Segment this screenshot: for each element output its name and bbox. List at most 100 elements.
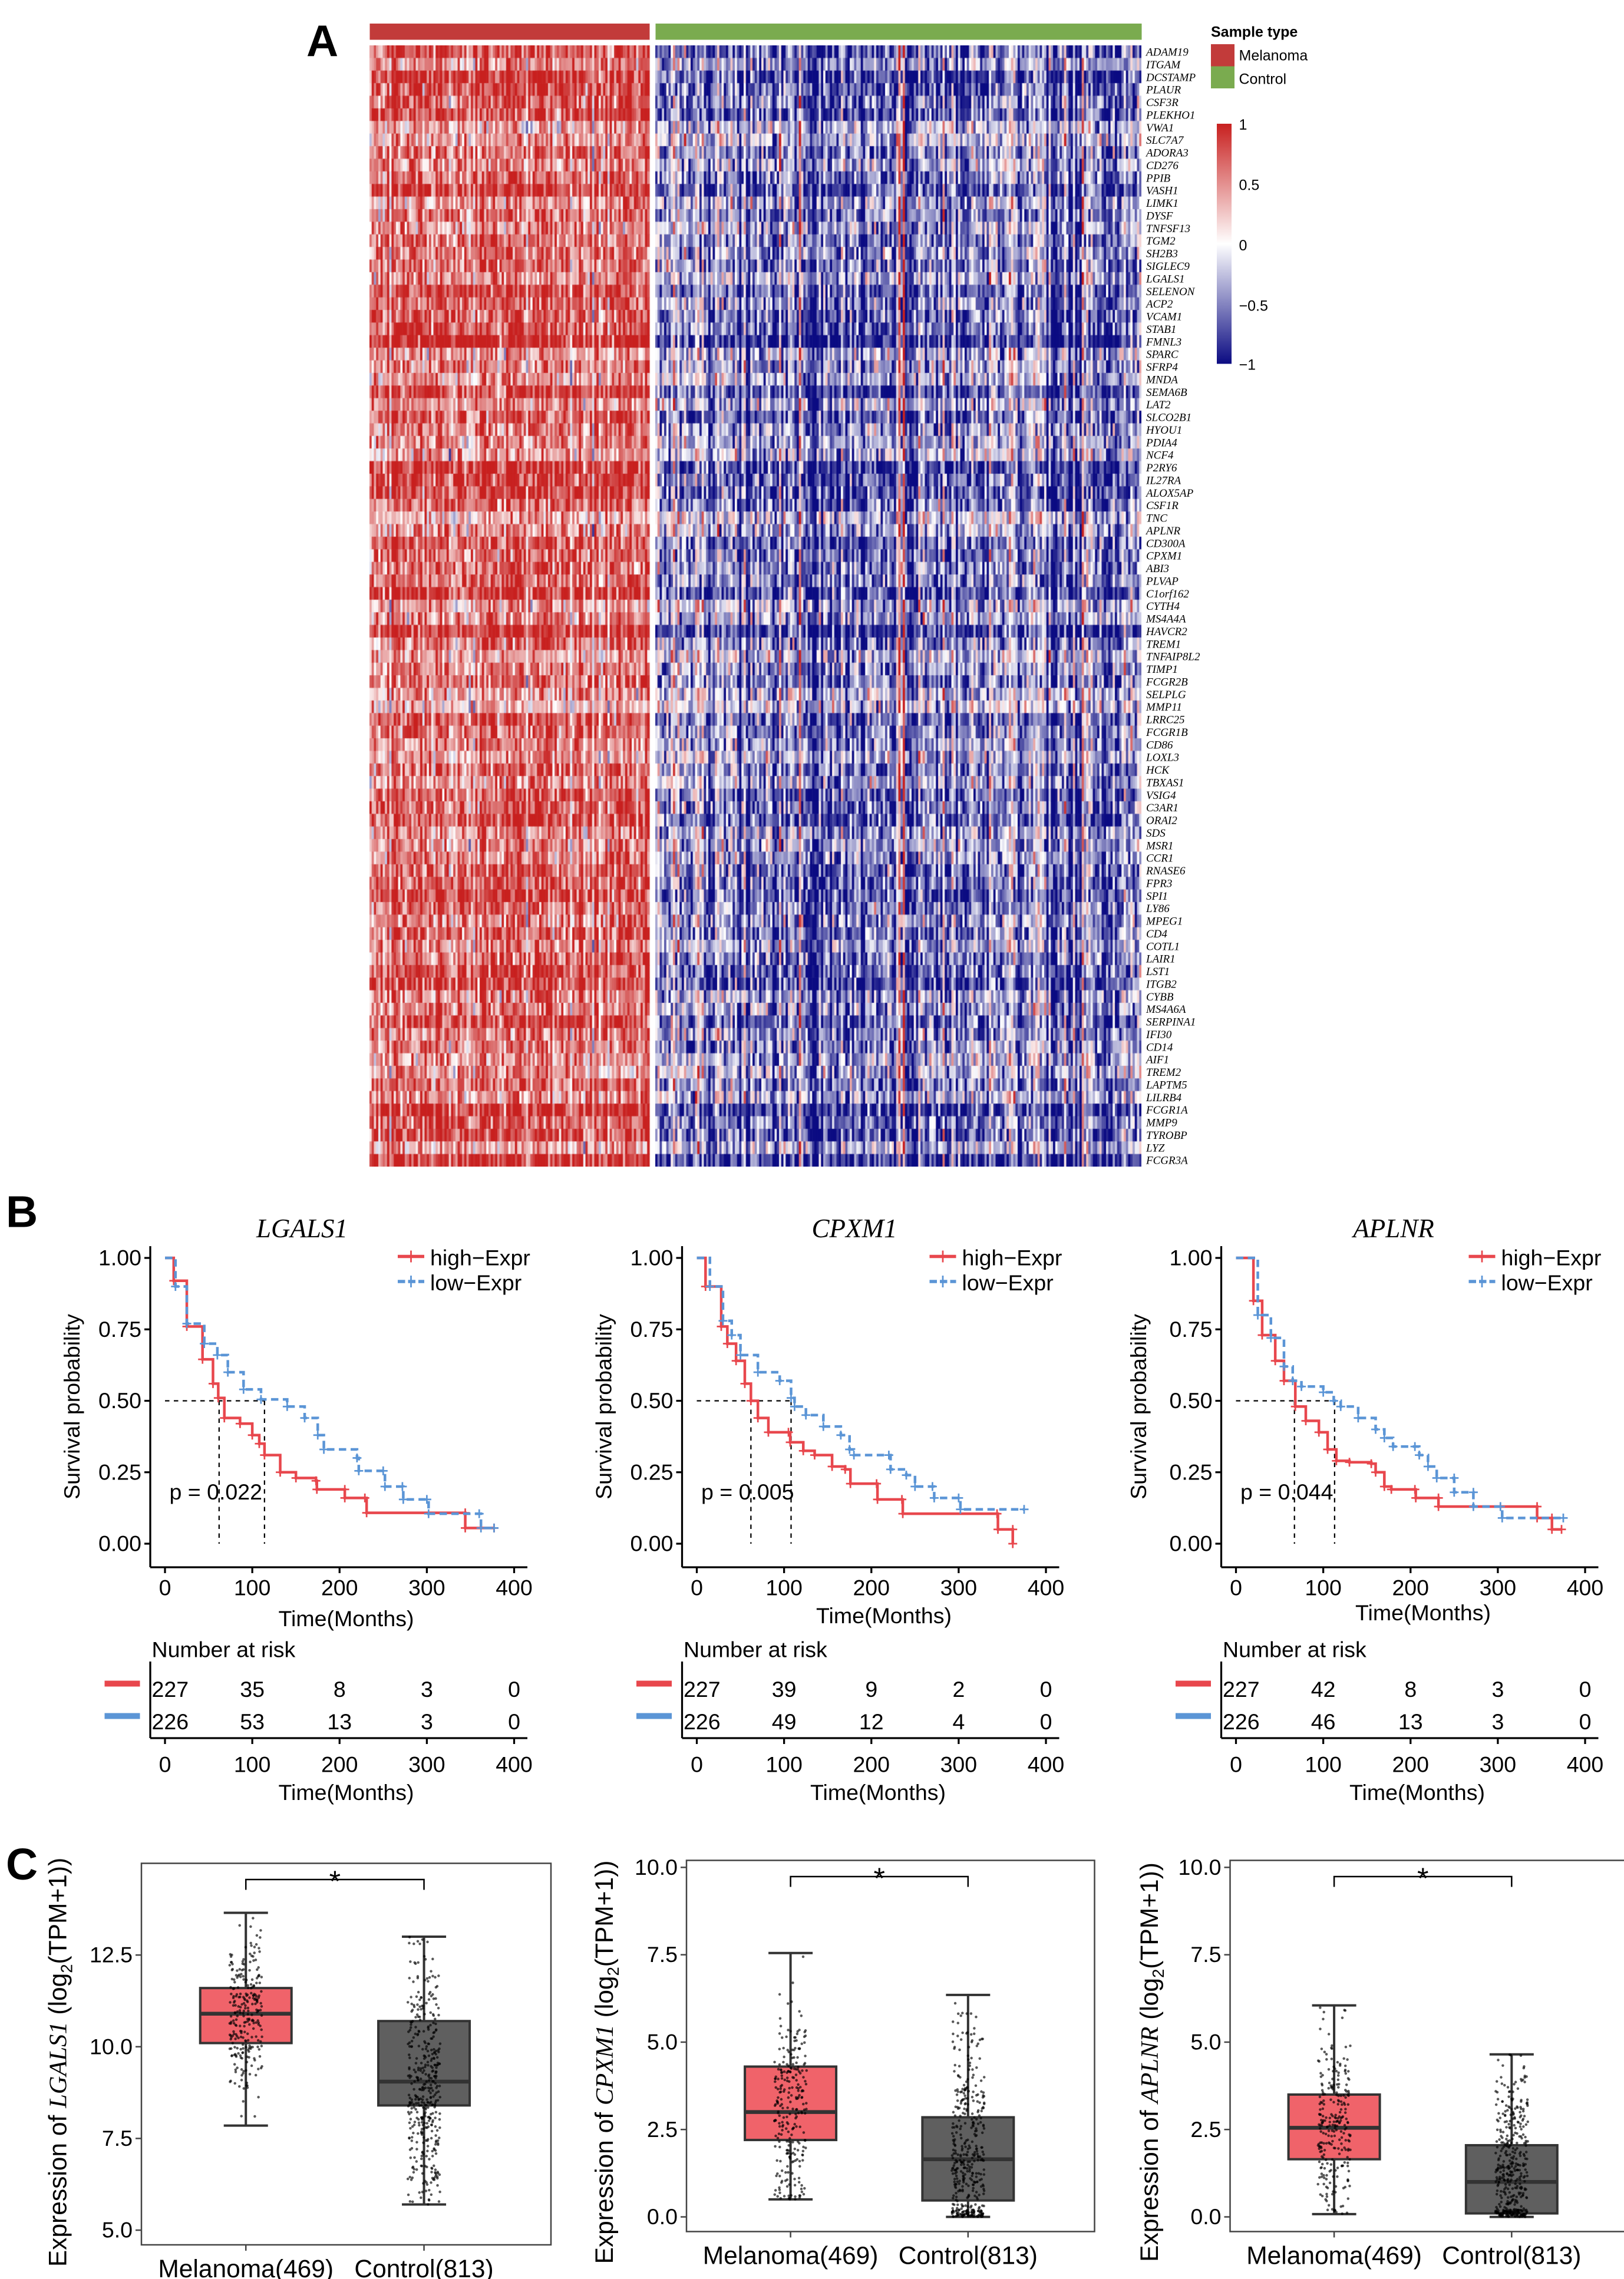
data-point <box>1511 2171 1514 2174</box>
data-point <box>1325 2126 1329 2129</box>
data-point <box>1338 2122 1341 2125</box>
data-point <box>779 2024 783 2028</box>
data-point <box>966 2215 970 2218</box>
data-point <box>790 2133 793 2136</box>
data-point <box>1341 2016 1344 2019</box>
data-point <box>968 2068 971 2071</box>
data-point <box>976 2215 979 2218</box>
risk-table-x-tick-label: 200 <box>853 1752 890 1777</box>
data-point <box>779 2159 782 2163</box>
data-point <box>1521 2164 1525 2168</box>
data-point <box>1501 2164 1504 2166</box>
risk-table-count: 8 <box>334 1677 346 1702</box>
data-point <box>436 2142 440 2145</box>
data-point <box>970 2056 973 2060</box>
data-point <box>1346 2197 1350 2200</box>
data-point <box>981 2151 985 2154</box>
data-point <box>434 2022 437 2026</box>
data-point <box>1508 2126 1511 2129</box>
data-point <box>1514 2126 1517 2130</box>
data-point <box>1511 2187 1514 2190</box>
data-point <box>252 2027 255 2030</box>
data-point <box>244 2007 247 2010</box>
data-point <box>422 2054 425 2057</box>
data-point <box>1524 2123 1528 2126</box>
data-point <box>972 2213 976 2216</box>
data-point <box>1497 2181 1500 2184</box>
data-point <box>1328 2141 1331 2144</box>
data-point <box>1521 2109 1525 2113</box>
data-point <box>421 2098 424 2101</box>
data-point <box>982 2192 985 2195</box>
data-point <box>959 2038 963 2041</box>
data-point <box>964 2145 967 2148</box>
data-point <box>1524 2212 1527 2216</box>
data-point <box>419 2067 422 2070</box>
gene-label: TNC <box>1146 513 1167 525</box>
data-point <box>1516 2105 1519 2108</box>
data-point <box>789 2100 792 2103</box>
legend-label-melanoma: Melanoma <box>1239 48 1308 64</box>
data-point <box>959 2115 962 2118</box>
data-point <box>980 2109 983 2113</box>
censor-mark <box>790 1402 799 1411</box>
p-value: p = 0.005 <box>701 1479 794 1504</box>
data-point <box>427 2042 431 2046</box>
data-point <box>232 2022 236 2025</box>
plot-frame <box>1229 1859 1624 2232</box>
gene-label: LIMK1 <box>1146 197 1179 210</box>
data-point <box>979 2172 982 2176</box>
data-point <box>243 2030 246 2034</box>
data-point <box>259 2009 262 2012</box>
data-point <box>1503 2206 1506 2209</box>
data-point <box>963 2107 966 2110</box>
data-point <box>960 2136 963 2140</box>
data-point <box>797 2070 801 2073</box>
data-point <box>259 1929 262 1932</box>
censor-mark <box>223 1368 233 1377</box>
gene-label: HAVCR2 <box>1146 626 1187 638</box>
data-point <box>1518 2135 1521 2138</box>
data-point <box>253 1946 256 1948</box>
gene-label: ADAM19 <box>1145 47 1189 59</box>
data-point <box>420 2154 423 2158</box>
gene-label: SEMA6B <box>1146 387 1187 399</box>
data-point <box>258 1981 262 1984</box>
data-point <box>952 2148 955 2152</box>
data-point <box>953 2169 956 2172</box>
data-point <box>780 2133 783 2136</box>
gene-label: LAT2 <box>1146 399 1171 411</box>
censor-mark <box>1434 1502 1443 1511</box>
data-point <box>431 2103 434 2106</box>
data-point <box>1321 2115 1325 2118</box>
data-point <box>1327 2204 1331 2207</box>
data-point <box>1523 2080 1526 2083</box>
data-point <box>1335 2128 1338 2132</box>
censor-mark <box>846 1479 855 1488</box>
y-tick-label: 0.25 <box>1169 1459 1212 1484</box>
data-point <box>1497 2059 1500 2062</box>
data-point <box>973 2116 976 2119</box>
data-point <box>953 2183 956 2186</box>
legend-label-high: high−Expr <box>430 1246 530 1270</box>
data-point <box>778 2188 781 2191</box>
data-point <box>979 2079 983 2082</box>
data-point <box>965 2012 969 2015</box>
y-tick-label: 10.0 <box>90 2034 133 2059</box>
data-point <box>248 1996 251 1999</box>
data-point <box>434 2149 437 2152</box>
data-point <box>245 2082 249 2085</box>
data-point <box>1513 2214 1517 2217</box>
legend-swatch-melanoma <box>1211 44 1234 67</box>
data-point <box>241 1960 245 1963</box>
risk-table-count: 0 <box>1579 1709 1592 1734</box>
p-value: p = 0.044 <box>1240 1479 1333 1504</box>
gene-label: CD14 <box>1146 1041 1173 1053</box>
data-point <box>420 2196 422 2199</box>
censor-mark <box>910 1482 920 1491</box>
data-point <box>255 2008 258 2012</box>
data-point <box>229 2001 232 2004</box>
data-point <box>1506 2145 1510 2148</box>
data-point <box>430 2171 433 2174</box>
censor-mark <box>282 1402 292 1411</box>
